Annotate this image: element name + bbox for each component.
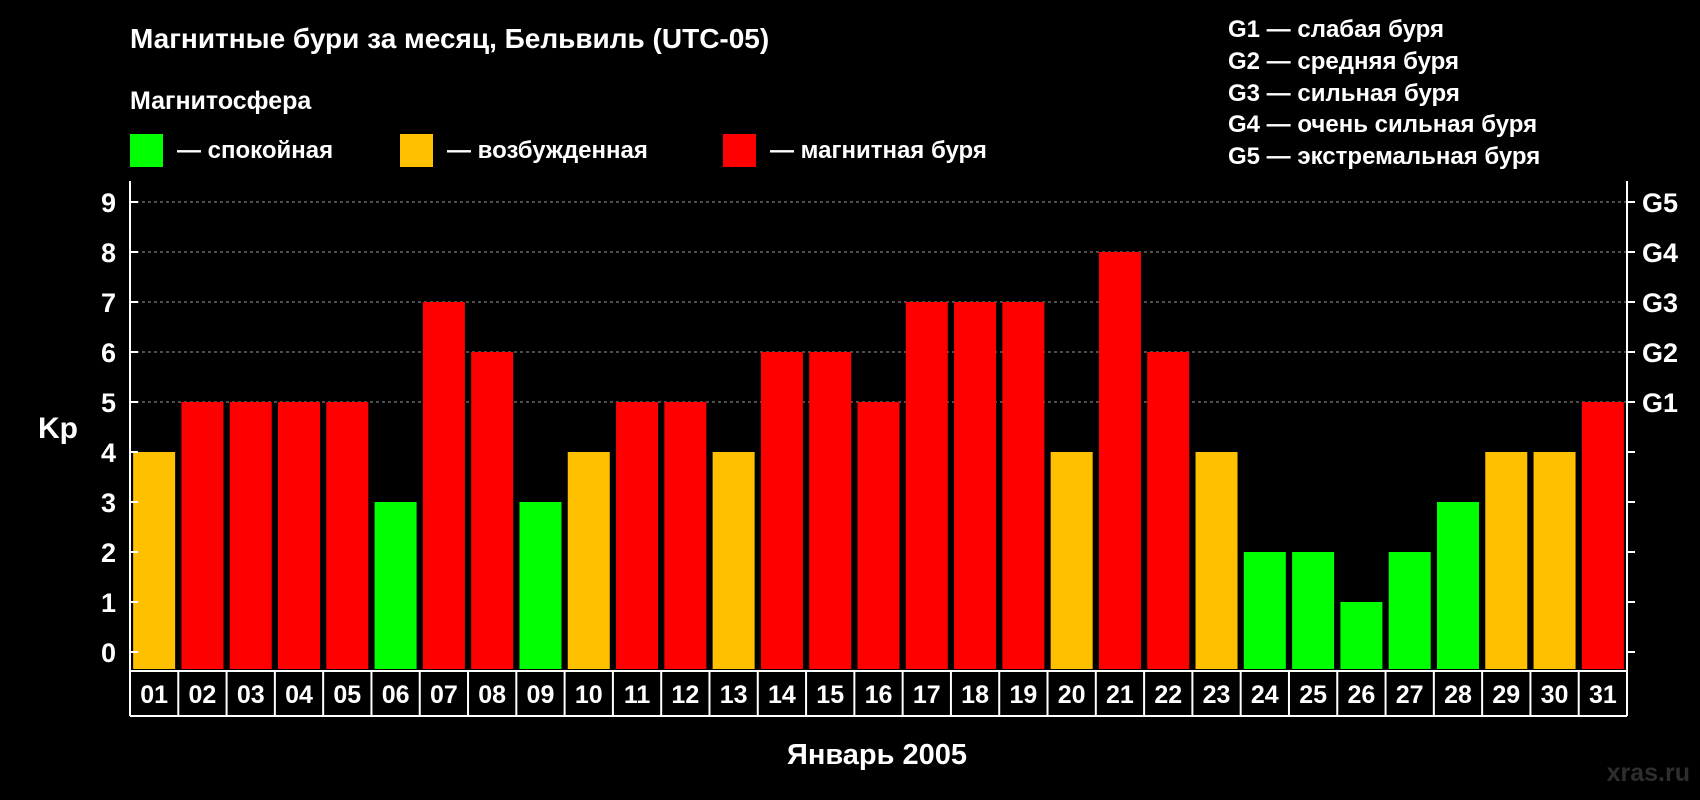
- g-level-label-G1: G1: [1642, 388, 1678, 418]
- legend-swatch-storm: [723, 134, 756, 167]
- storm-levels-key: G1 — слабая буря G2 — средняя буря G3 — …: [1228, 16, 1540, 170]
- x-tick-label-31: 31: [1589, 681, 1617, 709]
- bar-day-30: [1533, 452, 1576, 669]
- bar-day-21: [1098, 252, 1141, 669]
- x-tick-label-01: 01: [140, 681, 168, 709]
- chart-title: Магнитные бури за месяц, Бельвиль (UTC-0…: [130, 23, 769, 54]
- bar-day-06: [374, 502, 417, 669]
- x-tick-label-28: 28: [1444, 681, 1472, 709]
- x-tick-label-24: 24: [1251, 681, 1279, 709]
- legend-label-quiet: — спокойная: [177, 137, 333, 164]
- bar-day-23: [1195, 452, 1238, 669]
- storm-level-g5: G5 — экстремальная буря: [1228, 143, 1540, 170]
- bar-day-27: [1388, 552, 1431, 669]
- bar-day-24: [1243, 552, 1286, 669]
- x-tick-label-19: 19: [1009, 681, 1037, 709]
- x-tick-label-25: 25: [1299, 681, 1327, 709]
- bar-day-10: [567, 452, 610, 669]
- x-tick-label-26: 26: [1347, 681, 1375, 709]
- x-tick-label-09: 09: [527, 681, 555, 709]
- g-level-label-G5: G5: [1642, 188, 1678, 218]
- x-tick-label-05: 05: [333, 681, 361, 709]
- legend-swatch-excited: [400, 134, 433, 167]
- y-tick-label-1: 1: [101, 588, 116, 618]
- watermark: xras.ru: [1607, 759, 1690, 787]
- x-tick-label-02: 02: [189, 681, 217, 709]
- x-tick-label-27: 27: [1396, 681, 1424, 709]
- g-level-label-G4: G4: [1642, 238, 1678, 268]
- bar-day-13: [712, 452, 755, 669]
- bar-day-04: [278, 402, 321, 669]
- legend-label-storm: — магнитная буря: [770, 137, 987, 164]
- x-axis-label: Январь 2005: [787, 739, 967, 771]
- y-tick-label-8: 8: [101, 238, 116, 268]
- bar-day-08: [471, 352, 514, 669]
- x-tick-label-17: 17: [913, 681, 941, 709]
- g-level-label-G2: G2: [1642, 338, 1678, 368]
- bar-day-07: [422, 302, 465, 669]
- x-tick-label-14: 14: [768, 681, 796, 709]
- bar-day-01: [133, 452, 176, 669]
- bar-day-02: [181, 402, 224, 669]
- bar-day-20: [1050, 452, 1093, 669]
- bar-day-22: [1147, 352, 1190, 669]
- y-tick-label-5: 5: [101, 388, 116, 418]
- storm-level-g1: G1 — слабая буря: [1228, 16, 1444, 43]
- bar-day-03: [229, 402, 272, 669]
- y-tick-label-4: 4: [101, 438, 116, 468]
- x-tick-label-03: 03: [237, 681, 265, 709]
- bar-day-31: [1581, 402, 1624, 669]
- bar-day-19: [1002, 302, 1045, 669]
- x-tick-label-15: 15: [816, 681, 844, 709]
- bar-day-16: [857, 402, 900, 669]
- y-tick-label-2: 2: [101, 538, 116, 568]
- bar-day-18: [954, 302, 997, 669]
- bar-day-26: [1340, 602, 1383, 669]
- legend: — спокойная — возбужденная — магнитная б…: [130, 134, 987, 167]
- x-tick-label-30: 30: [1541, 681, 1569, 709]
- bar-day-14: [760, 352, 803, 669]
- legend-swatch-quiet: [130, 134, 163, 167]
- g-level-label-G3: G3: [1642, 288, 1678, 318]
- x-tick-label-04: 04: [285, 681, 313, 709]
- x-tick-label-18: 18: [961, 681, 989, 709]
- bar-day-09: [519, 502, 562, 669]
- bar-day-05: [326, 402, 369, 669]
- x-tick-label-12: 12: [671, 681, 699, 709]
- y-tick-label-9: 9: [101, 188, 116, 218]
- x-tick-label-29: 29: [1492, 681, 1520, 709]
- bar-day-17: [905, 302, 948, 669]
- y-tick-label-7: 7: [101, 288, 116, 318]
- x-tick-label-22: 22: [1154, 681, 1182, 709]
- storm-level-g2: G2 — средняя буря: [1228, 48, 1459, 75]
- x-tick-label-21: 21: [1106, 681, 1134, 709]
- x-tick-label-23: 23: [1203, 681, 1231, 709]
- x-tick-label-16: 16: [865, 681, 893, 709]
- legend-label-excited: — возбужденная: [447, 137, 648, 164]
- y-tick-label-0: 0: [101, 638, 116, 668]
- bar-day-25: [1292, 552, 1335, 669]
- x-tick-label-13: 13: [720, 681, 748, 709]
- storm-level-g4: G4 — очень сильная буря: [1228, 111, 1537, 138]
- x-tick-label-20: 20: [1058, 681, 1086, 709]
- bar-day-12: [664, 402, 707, 669]
- y-tick-label-6: 6: [101, 338, 116, 368]
- bar-day-29: [1485, 452, 1528, 669]
- x-tick-label-07: 07: [430, 681, 458, 709]
- legend-title: Магнитосфера: [130, 87, 312, 115]
- bar-day-15: [809, 352, 852, 669]
- y-tick-label-3: 3: [101, 488, 116, 518]
- x-tick-label-11: 11: [624, 681, 651, 709]
- x-tick-label-10: 10: [575, 681, 603, 709]
- bar-day-28: [1436, 502, 1479, 669]
- x-tick-label-08: 08: [478, 681, 506, 709]
- bar-day-11: [616, 402, 659, 669]
- x-tick-label-06: 06: [382, 681, 410, 709]
- storm-level-g3: G3 — сильная буря: [1228, 80, 1460, 107]
- y-axis-label: Kp: [38, 412, 78, 445]
